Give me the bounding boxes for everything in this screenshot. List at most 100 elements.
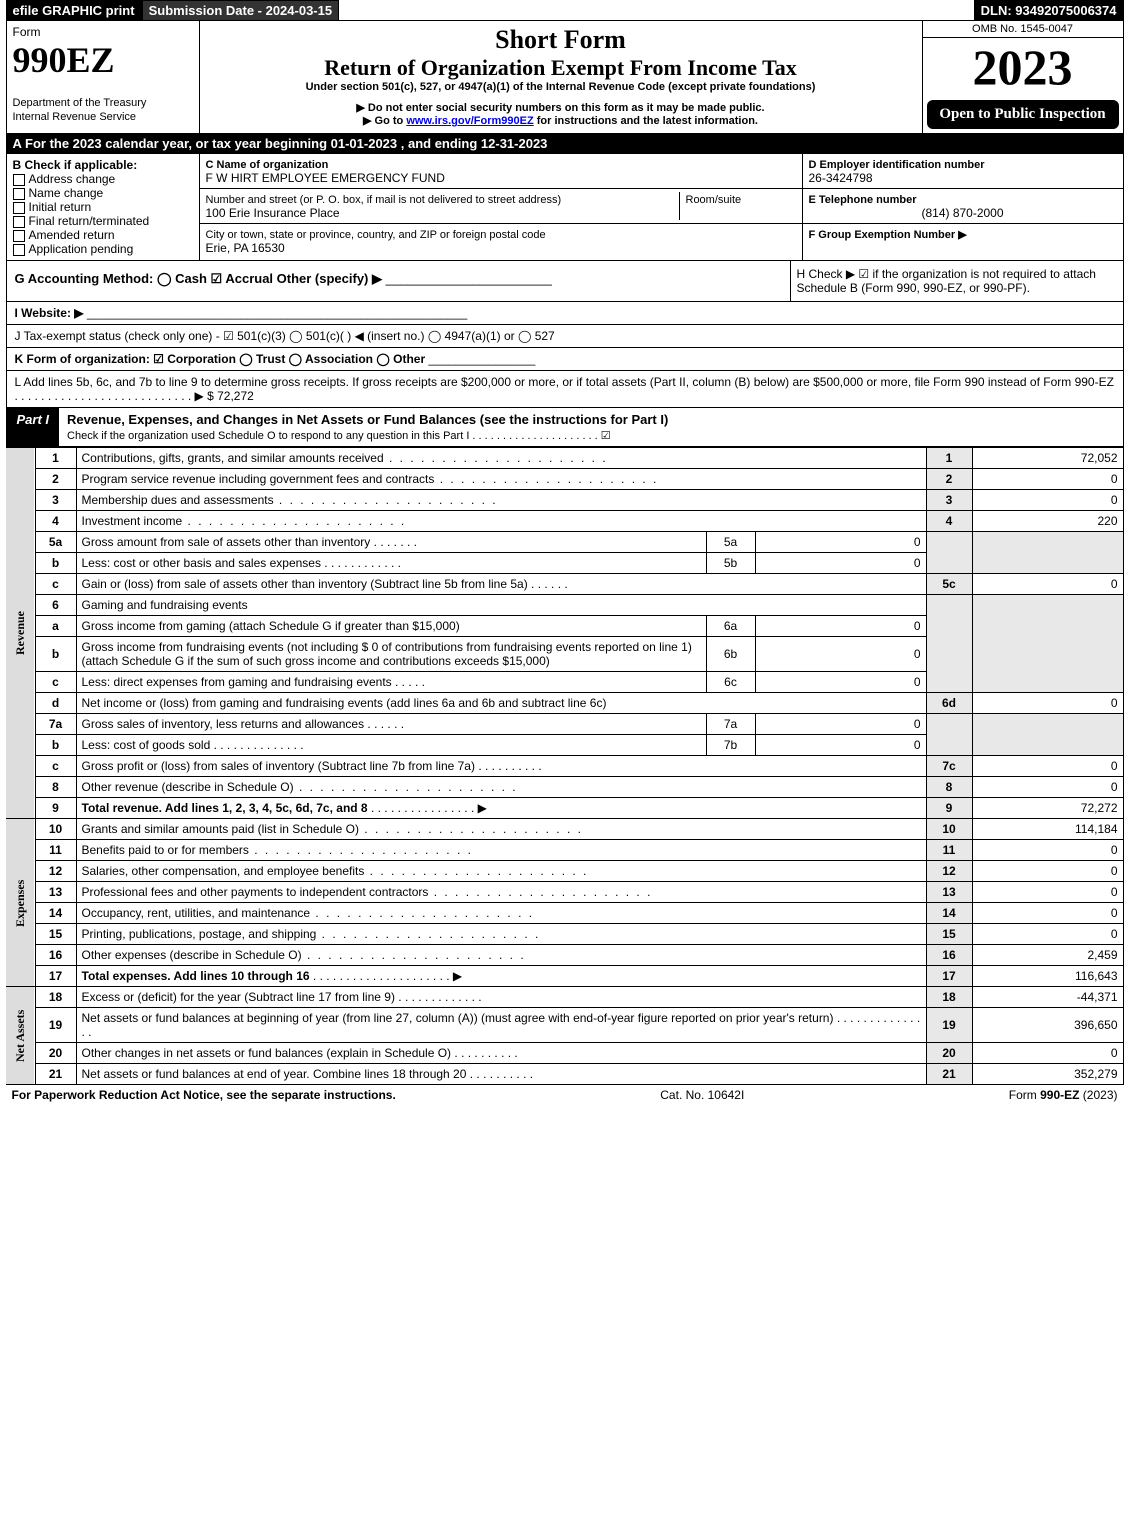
l16-amt: 2,459 bbox=[972, 945, 1123, 966]
l2-ref: 2 bbox=[926, 469, 972, 490]
row-g: G Accounting Method: ◯ Cash ☑ Accrual Ot… bbox=[7, 261, 790, 301]
l21-num: 21 bbox=[35, 1064, 76, 1085]
l18-amt: -44,371 bbox=[972, 987, 1123, 1008]
l7a-num: 7a bbox=[35, 714, 76, 735]
omb-number: OMB No. 1545-0047 bbox=[923, 21, 1123, 38]
l13-amt: 0 bbox=[972, 882, 1123, 903]
row-j: J Tax-exempt status (check only one) - ☑… bbox=[6, 325, 1124, 348]
l8-num: 8 bbox=[35, 777, 76, 798]
chk-final-return[interactable] bbox=[13, 216, 25, 228]
form-word: Form bbox=[13, 25, 41, 39]
l6d-num: d bbox=[35, 693, 76, 714]
l14-num: 14 bbox=[35, 903, 76, 924]
l7c-num: c bbox=[35, 756, 76, 777]
chk-amended-return[interactable] bbox=[13, 230, 25, 242]
warning-1: ▶ Do not enter social security numbers o… bbox=[210, 101, 912, 114]
open-to-public: Open to Public Inspection bbox=[927, 100, 1119, 129]
l19-ref: 19 bbox=[926, 1008, 972, 1043]
box-b: B Check if applicable: Address change Na… bbox=[7, 154, 200, 260]
l21-ref: 21 bbox=[926, 1064, 972, 1085]
l2-text: Program service revenue including govern… bbox=[76, 469, 926, 490]
l13-num: 13 bbox=[35, 882, 76, 903]
l5b-subref: 5b bbox=[706, 553, 755, 574]
l4-text: Investment income bbox=[76, 511, 926, 532]
l5b-subamt: 0 bbox=[755, 553, 926, 574]
l13-ref: 13 bbox=[926, 882, 972, 903]
l15-text: Printing, publications, postage, and shi… bbox=[76, 924, 926, 945]
l9-num: 9 bbox=[35, 798, 76, 819]
header-right: OMB No. 1545-0047 2023 Open to Public In… bbox=[922, 21, 1123, 133]
row-i: I Website: ▶ ___________________________… bbox=[6, 302, 1124, 325]
l15-ref: 15 bbox=[926, 924, 972, 945]
ein: 26-3424798 bbox=[809, 171, 873, 185]
l12-ref: 12 bbox=[926, 861, 972, 882]
header-mid: Short Form Return of Organization Exempt… bbox=[200, 21, 922, 133]
l2-amt: 0 bbox=[972, 469, 1123, 490]
l6a-num: a bbox=[35, 616, 76, 637]
l4-ref: 4 bbox=[926, 511, 972, 532]
l3-text: Membership dues and assessments bbox=[76, 490, 926, 511]
l17-amt: 116,643 bbox=[972, 966, 1123, 987]
phone: (814) 870-2000 bbox=[809, 206, 1117, 220]
l6b-text: Gross income from fundraising events (no… bbox=[76, 637, 706, 672]
addr-label: Number and street (or P. O. box, if mail… bbox=[206, 194, 562, 206]
l15-amt: 0 bbox=[972, 924, 1123, 945]
chk-name-change[interactable] bbox=[13, 188, 25, 200]
part-i-tab: Part I bbox=[7, 408, 60, 446]
l17-num: 17 bbox=[35, 966, 76, 987]
l6b-num: b bbox=[35, 637, 76, 672]
l6d-amt: 0 bbox=[972, 693, 1123, 714]
l2-num: 2 bbox=[35, 469, 76, 490]
main-title: Return of Organization Exempt From Incom… bbox=[210, 55, 912, 81]
header-left: Form 990EZ Department of the Treasury In… bbox=[7, 21, 200, 133]
chk-application-pending[interactable] bbox=[13, 244, 25, 256]
l14-ref: 14 bbox=[926, 903, 972, 924]
org-city: Erie, PA 16530 bbox=[206, 241, 285, 255]
row-g-text: G Accounting Method: ◯ Cash ☑ Accrual Ot… bbox=[15, 271, 383, 286]
l1-ref: 1 bbox=[926, 448, 972, 469]
l4-num: 4 bbox=[35, 511, 76, 532]
l1-amt: 72,052 bbox=[972, 448, 1123, 469]
l19-text: Net assets or fund balances at beginning… bbox=[76, 1008, 926, 1043]
l14-amt: 0 bbox=[972, 903, 1123, 924]
l5c-ref: 5c bbox=[926, 574, 972, 595]
l6-text: Gaming and fundraising events bbox=[76, 595, 926, 616]
chk-initial-return[interactable] bbox=[13, 202, 25, 214]
l5b-num: b bbox=[35, 553, 76, 574]
part-i-check: Check if the organization used Schedule … bbox=[67, 430, 611, 442]
box-c: C Name of organization F W HIRT EMPLOYEE… bbox=[200, 154, 802, 260]
l5a-subref: 5a bbox=[706, 532, 755, 553]
lbl-final-return: Final return/terminated bbox=[29, 214, 150, 228]
l3-amt: 0 bbox=[972, 490, 1123, 511]
l10-amt: 114,184 bbox=[972, 819, 1123, 840]
l6-num: 6 bbox=[35, 595, 76, 616]
box-b-title: B Check if applicable: bbox=[13, 158, 138, 172]
l8-ref: 8 bbox=[926, 777, 972, 798]
l5a-text: Gross amount from sale of assets other t… bbox=[76, 532, 706, 553]
l19-num: 19 bbox=[35, 1008, 76, 1043]
lbl-amended-return: Amended return bbox=[29, 228, 115, 242]
room-label: Room/suite bbox=[686, 194, 742, 206]
l20-text: Other changes in net assets or fund bala… bbox=[76, 1043, 926, 1064]
row-l: L Add lines 5b, 6c, and 7b to line 9 to … bbox=[6, 371, 1124, 408]
l6b-subref: 6b bbox=[706, 637, 755, 672]
chk-address-change[interactable] bbox=[13, 174, 25, 186]
l18-ref: 18 bbox=[926, 987, 972, 1008]
l7b-num: b bbox=[35, 735, 76, 756]
l5c-num: c bbox=[35, 574, 76, 595]
l6a-subref: 6a bbox=[706, 616, 755, 637]
l7c-text: Gross profit or (loss) from sales of inv… bbox=[76, 756, 926, 777]
org-name: F W HIRT EMPLOYEE EMERGENCY FUND bbox=[206, 171, 445, 185]
l18-text: Excess or (deficit) for the year (Subtra… bbox=[76, 987, 926, 1008]
irs-link[interactable]: www.irs.gov/Form990EZ bbox=[406, 115, 533, 127]
box-d-label: D Employer identification number bbox=[809, 159, 985, 171]
l11-num: 11 bbox=[35, 840, 76, 861]
l20-num: 20 bbox=[35, 1043, 76, 1064]
l21-amt: 352,279 bbox=[972, 1064, 1123, 1085]
footer-left: For Paperwork Reduction Act Notice, see … bbox=[12, 1088, 396, 1102]
l16-ref: 16 bbox=[926, 945, 972, 966]
submission-date: Submission Date - 2024-03-15 bbox=[142, 0, 340, 21]
topbar-spacer bbox=[339, 0, 974, 21]
l9-amt: 72,272 bbox=[972, 798, 1123, 819]
l6c-subref: 6c bbox=[706, 672, 755, 693]
